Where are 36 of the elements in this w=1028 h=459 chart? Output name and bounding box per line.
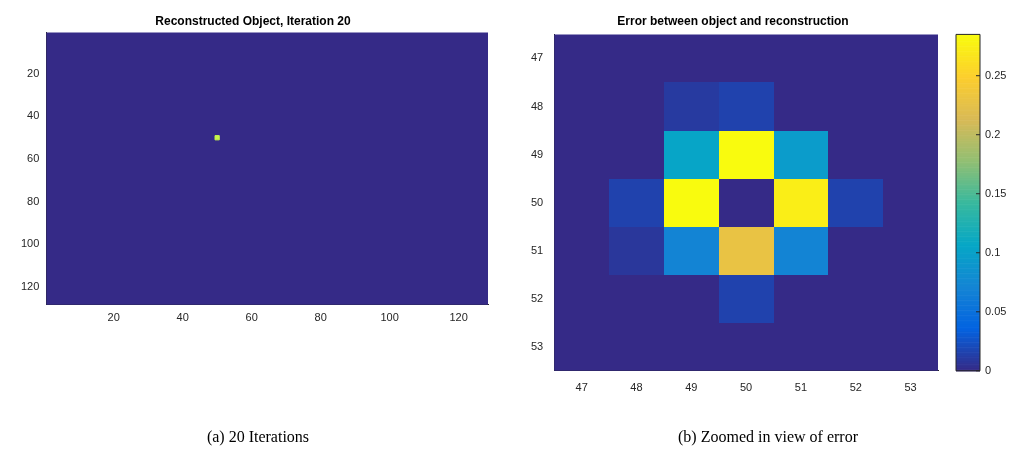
y-tick-label: 47	[530, 51, 544, 64]
x-tick-label: 53	[904, 381, 917, 394]
chart-title: Reconstructed Object, Iteration 20	[155, 13, 352, 28]
text: (b) Zoomed in view of error	[678, 428, 858, 446]
x-tick-label: 80	[314, 311, 327, 324]
y-tick-label: 51	[530, 243, 544, 256]
text: (a) 20 Iterations	[206, 428, 310, 446]
color-bar-label: 0.05	[985, 304, 1007, 317]
y-tick-label: 20	[27, 66, 40, 79]
color-bar-label: 0.25	[985, 68, 1007, 81]
x-tick-label: 49	[685, 381, 698, 394]
y-tick-label: 50	[530, 195, 544, 208]
y-tick-label: 52	[530, 291, 544, 304]
y-tick-label: 120	[20, 279, 40, 292]
x-tick-label: 48	[630, 381, 643, 394]
x-tick-label: 47	[575, 381, 588, 394]
y-tick-label: 53	[530, 339, 544, 352]
y-tick-label: 48	[530, 99, 544, 112]
y-tick-label: 100	[20, 237, 40, 250]
x-tick-label: 20	[107, 311, 120, 324]
y-tick-label: 49	[530, 147, 544, 160]
x-tick-label: 50	[739, 381, 753, 394]
color-bar-label: 0	[985, 363, 992, 376]
y-tick-label: 60	[27, 152, 40, 165]
color-bar-label: 0.1	[985, 245, 1001, 258]
x-tick-label: 100	[380, 311, 399, 324]
x-tick-label: 40	[176, 311, 189, 324]
x-tick-label: 51	[794, 381, 808, 394]
y-tick-label: 40	[27, 109, 40, 122]
x-tick-label: 52	[849, 381, 862, 394]
y-tick-label: 80	[27, 194, 40, 207]
color-bar-label: 0.15	[985, 186, 1007, 199]
chart-title: Error between object and reconstruction	[617, 13, 849, 28]
color-bar-label: 0.2	[985, 127, 1001, 140]
x-tick-label: 60	[245, 311, 258, 324]
x-tick-label: 120	[449, 311, 468, 324]
